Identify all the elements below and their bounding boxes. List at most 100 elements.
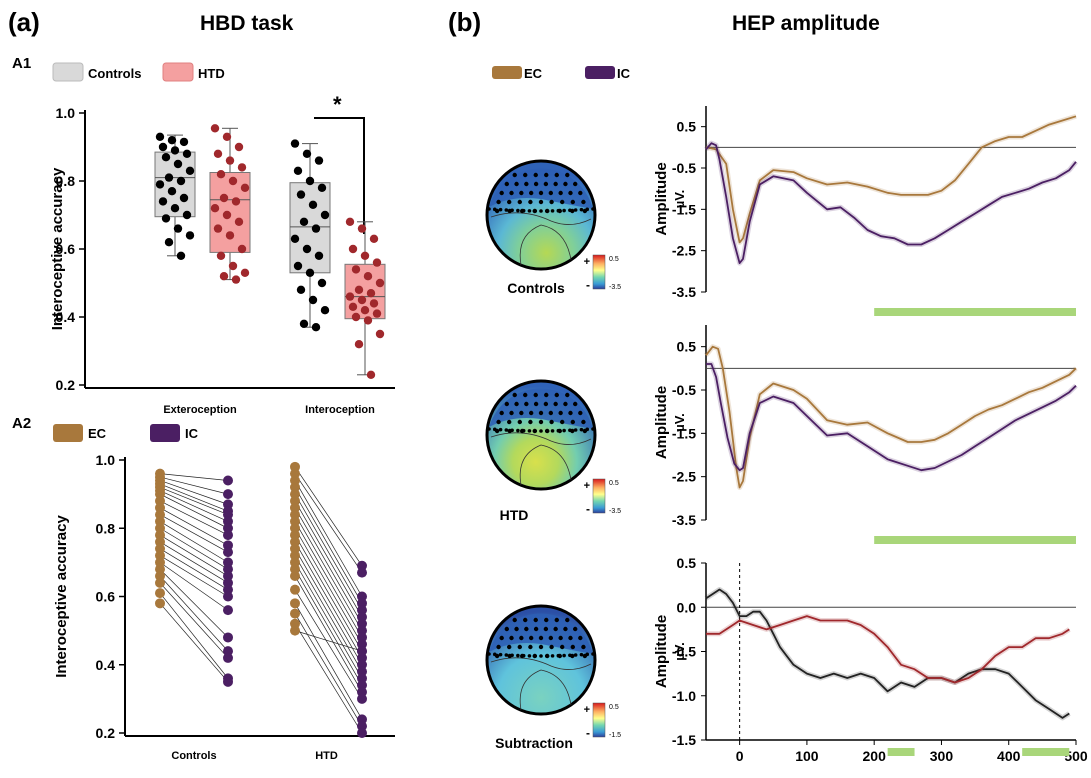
a1-point	[360, 251, 370, 260]
a2-pair-line	[294, 575, 363, 693]
topomap-electrode	[585, 652, 590, 657]
topomap-electrode	[573, 401, 578, 407]
a1-point	[176, 176, 186, 186]
a1-point	[293, 166, 303, 175]
erp-series-line	[705, 115, 1077, 244]
panel-label-a: (a)	[8, 7, 40, 37]
a2-pair-line	[159, 521, 229, 563]
topomap-label: Controls	[507, 280, 565, 296]
legend-controls-swatch	[52, 62, 84, 82]
topomap-contour	[490, 657, 592, 670]
a2-pair-line	[294, 528, 363, 645]
a1-point	[219, 193, 229, 203]
a1-point	[161, 214, 171, 223]
topomap-electrode	[563, 181, 568, 187]
topomap-electrode	[579, 652, 584, 657]
topomap-electrode	[539, 429, 543, 433]
a1-point	[299, 319, 309, 328]
a1-x-tick-label: Interoception	[305, 404, 375, 416]
topomap-electrode	[591, 652, 595, 656]
a2-pair-line	[159, 527, 229, 570]
a2-ec-point	[290, 584, 300, 595]
topomap-electrode	[550, 654, 555, 658]
topomap-electrode	[510, 208, 514, 213]
a1-point	[167, 187, 177, 196]
erp-B-Subtraction: 0.5 0.0 -0.5 -1.0 -1.5 0 100 200 300 400 500 Amplit…	[653, 555, 1088, 764]
topomap-electrode	[563, 401, 568, 407]
legend-htd-swatch	[162, 62, 194, 82]
topomap-electrode	[538, 635, 544, 641]
erp-y-tick-label: -0.5	[672, 382, 696, 398]
topomap-electrode	[504, 208, 509, 212]
topomap-electrode	[504, 181, 509, 187]
topomap-electrode	[543, 401, 549, 407]
topomap-contour	[490, 212, 592, 225]
a1-point	[317, 183, 327, 192]
topomap-electrode	[533, 209, 538, 213]
colorbar-plus: +	[584, 704, 590, 716]
topomap-electrode	[519, 190, 524, 196]
topomap-electrode	[563, 626, 568, 632]
a1-point	[170, 204, 180, 213]
a2-ic-point	[357, 728, 367, 738]
erp-B-Controls: 0.5 -0.5 -1.5 -2.5 -3.5 Amplitude µV.	[653, 106, 1078, 316]
a2-pair-line	[294, 541, 363, 659]
a2-pair-line	[159, 500, 229, 536]
a2-pair-line	[159, 592, 229, 679]
topomap-electrode	[538, 419, 544, 425]
erp-y-tick-label: -1.5	[672, 732, 696, 748]
topomap-electrode	[556, 428, 561, 433]
a1-point	[213, 149, 223, 158]
a1-point	[216, 170, 226, 179]
a2-pair-line	[159, 534, 229, 577]
a1-point	[299, 217, 309, 226]
topomap-frontal-region	[489, 613, 593, 654]
topomap-electrode	[533, 429, 538, 433]
legend-ec-swatch	[53, 424, 83, 442]
a2-ic-point	[357, 567, 367, 578]
erp-series-line	[705, 345, 1077, 489]
erp-sig-window	[1022, 748, 1070, 756]
topomap-electrode	[558, 635, 563, 641]
erp-y-tick-label: -1.5	[672, 201, 696, 217]
topomap-electrode	[565, 617, 570, 623]
significance-bracket	[314, 117, 365, 234]
colorbar-max: 0.5	[609, 256, 619, 263]
a1-y-tick-label: 0.8	[56, 173, 76, 189]
a2-pair-line	[294, 613, 363, 727]
topomap-electrode	[528, 635, 534, 641]
topomap-electrode	[514, 401, 519, 407]
legend-controls-label: Controls	[88, 66, 141, 81]
a2-pair-line	[294, 473, 363, 573]
topomap-electrode	[568, 653, 572, 658]
a1-point	[311, 224, 321, 233]
topomap-electrode	[492, 652, 497, 657]
erp-series-line	[705, 142, 1077, 264]
topomap-electrode	[549, 419, 554, 425]
topomap-electrode	[506, 199, 512, 205]
topomap-electrode	[527, 654, 532, 658]
topomap-electrode	[521, 208, 526, 213]
a2-pair-line	[294, 603, 363, 720]
topomap-electrode	[517, 644, 522, 650]
a1-point	[296, 285, 306, 294]
colorbar-minus: -	[586, 502, 590, 516]
a2-y-tick-label: 0.4	[96, 657, 116, 673]
topomap-electrode	[516, 208, 520, 213]
a1-y-tick-label: 0.2	[56, 377, 76, 393]
a1-point	[173, 159, 183, 169]
a1-point	[234, 217, 244, 226]
topomap-electrode	[512, 392, 517, 398]
erp-x-tick-label: 0	[736, 748, 744, 764]
topomap-electrode	[538, 190, 544, 196]
a2-y-tick-label: 0.2	[96, 725, 116, 741]
topomap-electrode	[509, 410, 514, 416]
topomap-electrode	[524, 181, 529, 187]
erp-B-HTD: 0.5 -0.5 -1.5 -2.5 -3.5 Amplitude µV.	[653, 325, 1078, 544]
topomap-electrode	[504, 428, 509, 432]
colorbar	[592, 254, 606, 290]
colorbar-plus: +	[584, 480, 590, 492]
erp-y-tick-label: -3.5	[672, 512, 696, 528]
a1-x-tick-label: Exteroception	[163, 404, 237, 416]
topomap-electrode	[538, 199, 544, 205]
